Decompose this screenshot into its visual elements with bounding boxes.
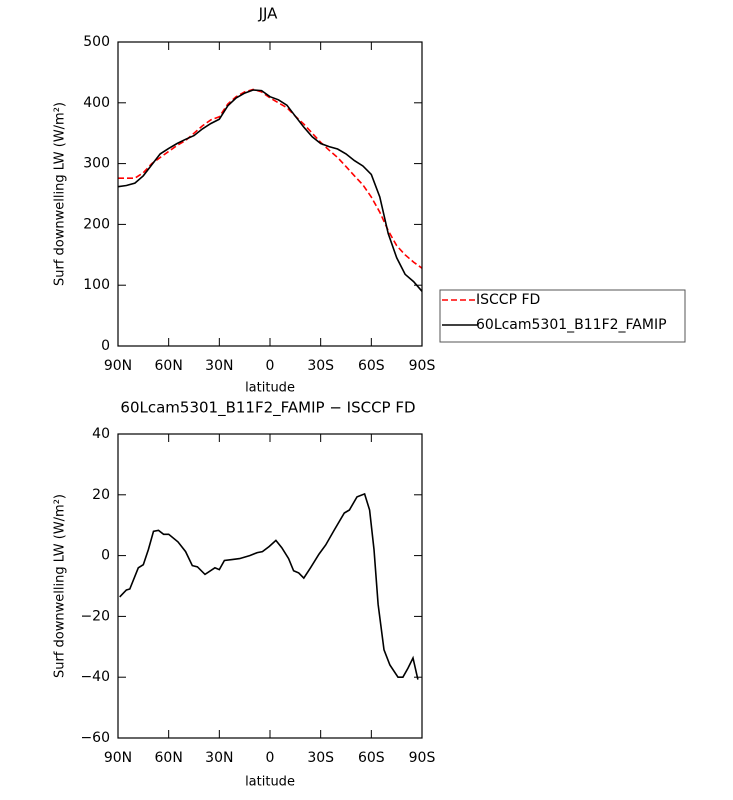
plot-frame [117, 433, 423, 739]
x-tick-label: 60S [358, 358, 385, 374]
x-tick-label: 30S [307, 750, 334, 766]
data-line [119, 492, 419, 680]
x-tick-label: 90N [104, 358, 132, 374]
y-tick-label: 300 [83, 156, 110, 172]
y-tick-label: 40 [92, 426, 110, 442]
data-line [118, 88, 423, 269]
y-tick-label: 200 [83, 216, 110, 232]
x-tick-label: 60N [155, 358, 183, 374]
x-tick-label: 30N [205, 750, 233, 766]
legend-label: 60Lcam5301_B11F2_FAMIP [476, 317, 667, 333]
chart-title: 60Lcam5301_B11F2_FAMIP − ISCCP FD [120, 399, 415, 418]
x-tick-label: 90S [409, 750, 436, 766]
x-tick-label: 0 [266, 358, 275, 374]
y-axis-label: Surf downwelling LW (W/m²) [53, 102, 68, 286]
x-tick-label: 30N [205, 358, 233, 374]
y-tick-label: 100 [83, 277, 110, 293]
x-tick-label: 0 [266, 750, 275, 766]
x-tick-label: 90N [104, 750, 132, 766]
chart-title: JJA [258, 5, 279, 23]
y-tick-label: 400 [83, 95, 110, 111]
legend-box [439, 289, 686, 343]
y-tick-label: −40 [80, 669, 110, 685]
y-tick-label: −60 [80, 730, 110, 746]
x-tick-label: 90S [409, 358, 436, 374]
x-tick-label: 60S [358, 750, 385, 766]
y-tick-label: 20 [92, 487, 110, 503]
plot-frame [117, 41, 423, 347]
y-tick-label: 0 [101, 338, 110, 354]
y-tick-label: 500 [83, 34, 110, 50]
x-axis-label: latitude [245, 775, 295, 790]
legend-label: ISCCP FD [476, 292, 540, 308]
x-tick-label: 30S [307, 358, 334, 374]
data-line [117, 89, 423, 292]
y-tick-label: −20 [80, 608, 110, 624]
x-axis-label: latitude [245, 381, 295, 396]
x-tick-label: 60N [155, 750, 183, 766]
y-tick-label: 0 [101, 548, 110, 564]
y-axis-label: Surf downwelling LW (W/m²) [53, 494, 68, 678]
